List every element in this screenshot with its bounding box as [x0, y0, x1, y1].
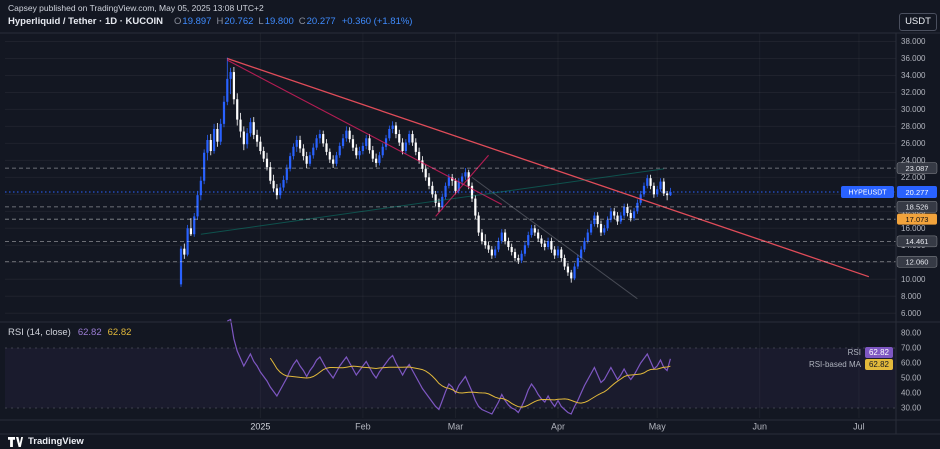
open-label: O	[174, 16, 182, 27]
rsi-tick-label: 30.00	[901, 404, 922, 413]
svg-text:12.060: 12.060	[906, 258, 929, 267]
rsi-layer	[227, 318, 671, 415]
symbol-info-row: Hyperliquid / Tether · 1D · KUCOIN O 19.…	[8, 16, 412, 27]
low-value: 19.800	[264, 16, 294, 27]
price-tick-label: 8.000	[901, 292, 922, 301]
level-price-label	[896, 201, 938, 213]
level-price-label	[897, 213, 937, 225]
rsi-line	[227, 318, 671, 415]
high-value: 20.762	[224, 16, 254, 27]
rsi-tick-label: 80.00	[901, 329, 922, 338]
attribution-text: Capsey published on TradingView.com, May…	[8, 3, 264, 13]
close-label: C	[298, 16, 306, 27]
rsi-tick-label: 60.00	[901, 359, 922, 368]
close-value: 20.277	[306, 16, 336, 27]
svg-text:14.461: 14.461	[906, 237, 929, 246]
price-tick-label: 34.000	[901, 71, 926, 80]
rsi-title: RSI (14, close)	[8, 327, 71, 338]
time-axis-label: Feb	[355, 422, 371, 432]
svg-text:18.526: 18.526	[906, 203, 929, 212]
level-price-label	[896, 256, 938, 268]
axes-layer[interactable]: 38.000 36.000 34.000 32.000 30.000 28.000 26.0…	[0, 32, 940, 435]
trendline-primary-downtrend[interactable]	[227, 57, 870, 278]
low-label: L	[258, 16, 264, 27]
svg-text:17.073: 17.073	[906, 215, 929, 224]
high-label: H	[216, 16, 224, 27]
open-value: 19.897	[182, 16, 212, 27]
rsi-ma-chip-value: 62.82	[864, 359, 893, 370]
change-value: +0.360 (+1.81%)	[341, 16, 413, 27]
rsi-tick-label: 70.00	[901, 344, 922, 353]
drawings-layer[interactable]	[5, 57, 896, 300]
level-price-label	[896, 162, 938, 174]
symbol-price-tag	[841, 185, 894, 198]
price-tick-label: 28.000	[901, 122, 926, 131]
rsi-ma-chip-row: RSI-based MA 62.82	[809, 359, 893, 370]
rsi-tick-label: 40.00	[901, 389, 922, 398]
candles-layer	[179, 57, 672, 287]
currency-button[interactable]: USDT	[899, 13, 937, 31]
tradingview-logo-icon[interactable]	[8, 436, 23, 447]
trendline-secondary-downtrend[interactable]	[227, 59, 503, 206]
price-tick-label: 38.000	[901, 37, 926, 46]
time-axis-label: 2025	[250, 422, 270, 432]
rsi-ma-line	[269, 357, 671, 408]
level-price-label	[896, 235, 938, 248]
svg-text:23.087: 23.087	[906, 164, 929, 173]
grid-layer	[5, 33, 896, 418]
price-tick-label: 16.000	[901, 224, 926, 233]
rsi-value: 62.82	[77, 327, 102, 338]
price-tick-label: 26.000	[901, 139, 926, 148]
trendline-long-uptrend[interactable]	[200, 168, 664, 235]
time-axis-label: May	[649, 422, 667, 432]
price-tick-label: 30.000	[901, 105, 926, 114]
price-tick-label: 22.000	[901, 173, 926, 182]
rsi-chip-label: RSI	[847, 348, 861, 357]
rsi-chip-row: RSI 62.82	[848, 347, 893, 358]
rsi-indicator-header[interactable]: RSI (14, close) 62.82 62.82	[8, 327, 131, 338]
price-tick-label: 10.000	[901, 275, 926, 284]
price-tick-label: 36.000	[901, 54, 926, 63]
rsi-tick-label: 50.00	[901, 374, 922, 383]
price-tick-label: 24.000	[901, 156, 926, 165]
symbol-title[interactable]: Hyperliquid / Tether · 1D · KUCOIN	[8, 16, 164, 27]
rsi-ma-value: 62.82	[107, 327, 132, 338]
price-tick-label: 32.000	[901, 88, 926, 97]
tradingview-wordmark[interactable]: TradingView	[28, 436, 84, 447]
rsi-ma-chip-label: RSI-based MA	[808, 360, 861, 369]
svg-text:HYPEUSDT: HYPEUSDT	[848, 189, 887, 196]
time-axis-label: Jul	[853, 422, 865, 432]
price-tick-label: 6.000	[901, 309, 922, 318]
trendline-breakdown-line[interactable]	[471, 176, 638, 300]
time-axis-label: Jun	[752, 422, 767, 432]
rsi-chip-value: 62.82	[864, 347, 893, 358]
time-axis-label: Mar	[448, 422, 464, 432]
footer-bar: TradingView	[0, 434, 940, 449]
time-axis-label: Apr	[551, 422, 565, 432]
svg-text:20.277: 20.277	[906, 188, 929, 197]
current-price-label	[897, 185, 937, 198]
trendline-flag-support[interactable]	[435, 154, 489, 217]
